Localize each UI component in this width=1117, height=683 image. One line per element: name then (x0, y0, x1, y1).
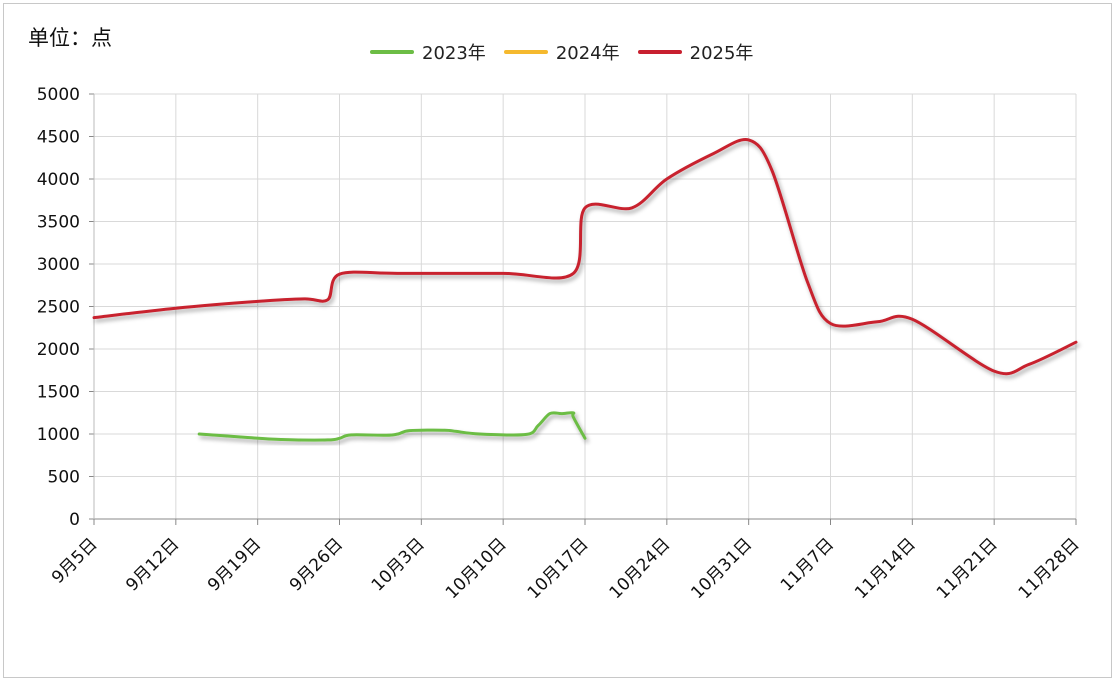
legend-item-2024: 2024年 (503, 39, 620, 65)
x-tick-label: 10月24日 (606, 534, 675, 603)
series-line-1 (197, 411, 587, 442)
unit-label: 单位：点 (28, 26, 112, 50)
x-ticks: 9月5日 9月12日 9月19日 9月26日 10月3日 10月10日 10月17日 10月2… (48, 534, 1083, 603)
y-tick-label: 1000 (37, 425, 80, 445)
x-tick-label: 10月3日 (368, 534, 429, 595)
series-line-3 (92, 137, 1078, 376)
x-tick-label: 11月28日 (1015, 534, 1084, 603)
legend-label-2025: 2025年 (689, 43, 754, 64)
legend-swatch-2023 (370, 50, 414, 54)
x-tick-label: 11月14日 (851, 534, 920, 603)
legend-label-2024: 2024年 (555, 43, 620, 64)
y-ticks: 0 500 1000 1500 2000 2500 3000 3500 4000 4500 5000 (37, 85, 80, 530)
y-tick-label: 500 (48, 468, 80, 488)
x-tick-label: 9月5日 (48, 534, 101, 587)
x-tick-label: 10月10日 (442, 534, 511, 603)
x-tick-label: 11月21日 (933, 534, 1002, 603)
y-tick-label: 5000 (37, 85, 80, 105)
y-tick-label: 2500 (37, 298, 80, 318)
legend-item-2023: 2023年 (370, 39, 486, 65)
axes (89, 93, 1077, 525)
y-tick-label: 3500 (37, 213, 80, 233)
chart-frame (3, 3, 1112, 678)
y-tick-label: 4500 (37, 128, 80, 148)
grid (93, 93, 1077, 519)
legend-label-2023: 2023年 (422, 43, 486, 64)
x-tick-label: 9月26日 (286, 534, 347, 595)
x-tick-label: 11月7日 (777, 534, 838, 595)
legend-item-2025: 2025年 (637, 39, 754, 65)
x-tick-label: 9月12日 (122, 534, 183, 595)
y-tick-label: 1500 (37, 383, 80, 403)
y-tick-label: 0 (69, 510, 80, 530)
y-tick-label: 3000 (37, 255, 80, 275)
x-tick-label: 10月31日 (687, 534, 756, 603)
legend: 2023年 2024年 2025年 (370, 40, 771, 64)
x-tick-label: 10月17日 (524, 534, 593, 603)
y-tick-label: 2000 (37, 340, 80, 360)
series-lines (92, 137, 1078, 442)
y-tick-label: 4000 (37, 170, 80, 190)
legend-swatch-2024 (503, 50, 548, 54)
x-tick-label: 9月19日 (204, 534, 265, 595)
legend-swatch-2025 (637, 50, 682, 54)
